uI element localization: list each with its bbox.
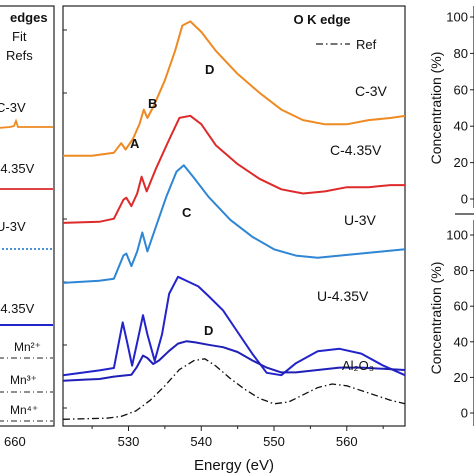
right-y-tick-label: 80 bbox=[454, 263, 468, 278]
ref-label-mn4: Mn⁴⁺ bbox=[10, 403, 38, 417]
left-label-c435v: -4.35V bbox=[0, 161, 35, 176]
right-y-tick-label: 100 bbox=[446, 10, 468, 25]
right-y-tick-label: 40 bbox=[454, 334, 468, 349]
ref-mn4-text: Mn⁴⁺ bbox=[10, 403, 38, 417]
left-label-u435v: -4.35V bbox=[0, 301, 35, 316]
series-line-u-3v bbox=[62, 164, 406, 284]
peak-label-d-top: D bbox=[205, 62, 214, 77]
right-y-tick-label: 40 bbox=[454, 119, 468, 134]
right-y-tick-label: 0 bbox=[461, 192, 468, 207]
right-panel: 0 20 40 60 80 100 0 20 40 60 80 100 Concentration (… bbox=[428, 6, 474, 426]
series-line-c-4-35v bbox=[62, 114, 405, 224]
series-line-al2o3 bbox=[62, 340, 406, 382]
right-y-tick-label: 20 bbox=[454, 155, 468, 170]
right-y-tick-label: 100 bbox=[446, 228, 468, 243]
right-y-tick-label: 80 bbox=[454, 46, 468, 61]
al2o3-text: Al₂O₃ bbox=[342, 358, 374, 373]
left-legend-edges: edges bbox=[10, 10, 48, 25]
right-ylabel-top: Concentration (%) bbox=[428, 52, 444, 165]
peak-label-c: C bbox=[182, 205, 192, 220]
x-tick-label: 540 bbox=[190, 434, 212, 449]
ref-label-mn2: Mn²⁺ bbox=[14, 340, 41, 354]
peak-label-b: B bbox=[148, 96, 157, 111]
curve-label-u3v: U-3V bbox=[344, 212, 377, 228]
series-line-c-3v bbox=[63, 20, 406, 157]
main-axis-ticks: 530 540 550 560 bbox=[63, 29, 384, 449]
curve-label-u435v: U-4.35V bbox=[317, 288, 369, 304]
left-legend-refs: Refs bbox=[6, 48, 33, 63]
main-panel: 530 540 550 560 O K edge Ref C-3V C-4.35V U… bbox=[62, 5, 406, 474]
left-panel: edges Fit Refs C-3V -4.35V U-3V -4.35V M… bbox=[0, 5, 55, 449]
right-axis-ticks: 0 20 40 60 80 100 0 20 40 60 80 100 bbox=[446, 10, 474, 421]
curve-label-c3v: C-3V bbox=[355, 83, 388, 99]
x-tick-label: 530 bbox=[118, 434, 140, 449]
left-curve-c3v bbox=[0, 118, 53, 129]
x-axis-label: Energy (eV) bbox=[194, 457, 274, 474]
curve-label-al2o3: Al₂O₃ bbox=[342, 358, 374, 373]
ref-mn3-text: Mn³⁺ bbox=[10, 373, 37, 387]
series-line-ref bbox=[62, 358, 406, 420]
right-ylabel-bottom: Concentration (%) bbox=[428, 262, 444, 375]
main-plot-frame bbox=[62, 5, 406, 427]
right-y-tick-label: 0 bbox=[461, 406, 468, 421]
main-series bbox=[62, 20, 406, 420]
right-y-tick-label: 60 bbox=[454, 299, 468, 314]
peak-label-d-bottom: D bbox=[204, 323, 213, 338]
main-title: O K edge bbox=[293, 12, 350, 27]
right-y-tick-label: 20 bbox=[454, 370, 468, 385]
left-xtick-660: 660 bbox=[4, 434, 26, 449]
peak-label-a: A bbox=[130, 136, 140, 151]
series-line-u-4-35v bbox=[62, 275, 406, 377]
x-tick-label: 550 bbox=[263, 434, 285, 449]
x-tick-label: 560 bbox=[336, 434, 358, 449]
left-panel-frame bbox=[0, 5, 55, 427]
ref-mn2-text: Mn²⁺ bbox=[14, 340, 41, 354]
curve-label-c435v: C-4.35V bbox=[330, 142, 382, 158]
right-y-tick-label: 60 bbox=[454, 82, 468, 97]
legend-ref-label: Ref bbox=[356, 37, 377, 52]
ref-label-mn3: Mn³⁺ bbox=[10, 373, 37, 387]
left-label-u3v: U-3V bbox=[0, 219, 26, 234]
left-label-c3v: C-3V bbox=[0, 100, 26, 115]
left-legend-fit: Fit bbox=[12, 29, 27, 44]
